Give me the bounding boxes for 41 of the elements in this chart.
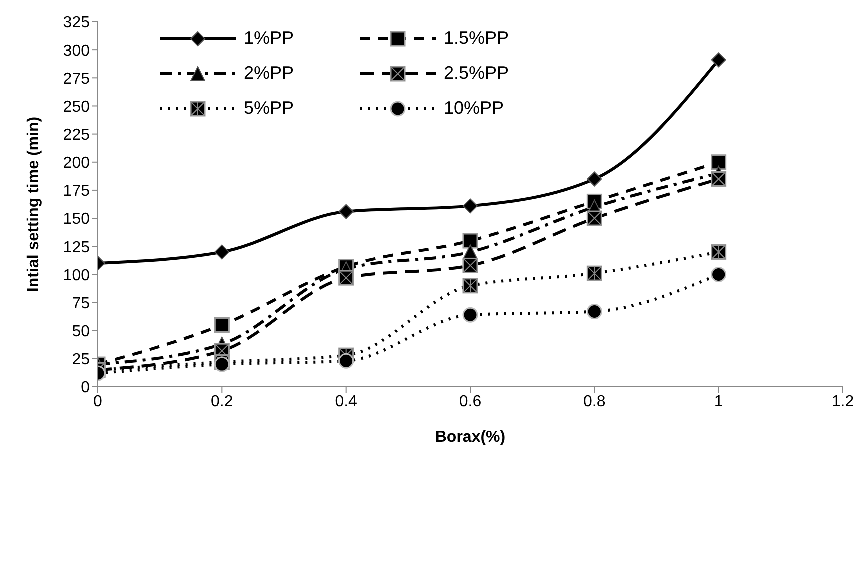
point: [586, 304, 602, 320]
point: [338, 204, 354, 220]
y-tick-label: 300: [63, 42, 90, 60]
x-tick-label: 1: [714, 393, 724, 410]
point: [462, 307, 478, 323]
y-tick-label: 25: [72, 352, 90, 369]
x-axis-title: Borax(%): [435, 429, 506, 446]
y-tick-label: 225: [63, 126, 90, 144]
y-tick-label: 100: [63, 267, 90, 284]
point: [214, 317, 230, 333]
x-tick-label: 0.8: [584, 393, 606, 410]
x-tick-label: 0: [94, 393, 103, 410]
y-tick-label: 250: [63, 98, 90, 116]
point: [711, 52, 726, 68]
x-tick-label: 0.6: [459, 393, 482, 410]
point: [711, 266, 727, 282]
y-tick-label: 0: [81, 380, 90, 397]
x-tick-label: 1.2: [832, 393, 854, 410]
y-tick-label: 125: [63, 239, 90, 256]
legend-label: 2%PP: [244, 63, 294, 84]
y-tick-label: 275: [63, 70, 90, 88]
x-tick-label: 0.2: [211, 393, 234, 410]
point: [587, 172, 602, 187]
x-tick-label: 0.4: [335, 393, 358, 410]
point: [462, 233, 478, 249]
legend-label: 10%PP: [444, 98, 504, 119]
y-tick-label: 75: [72, 295, 90, 312]
y-tick-label: 50: [72, 324, 90, 341]
y-axis-title: Intial setting time (min): [26, 116, 43, 292]
point: [338, 353, 354, 369]
point: [463, 198, 478, 214]
point: [214, 244, 230, 260]
y-tick-label: 325: [63, 14, 90, 32]
legend-label: 2.5%PP: [444, 63, 510, 84]
legend-label: 1.5%PP: [444, 28, 510, 49]
y-tick-label: 200: [63, 155, 90, 172]
y-tick-label: 150: [63, 211, 90, 228]
point: [711, 154, 727, 170]
legend-label: 1%PP: [244, 28, 294, 49]
y-tick-label: 175: [63, 183, 90, 200]
legend-label: 5%PP: [244, 98, 294, 119]
